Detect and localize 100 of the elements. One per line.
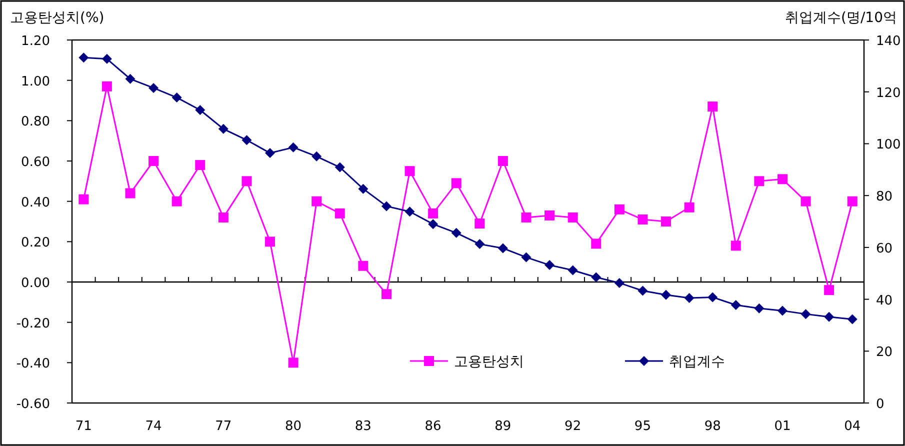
point — [568, 212, 578, 222]
x-tick-label: 89 — [494, 419, 512, 434]
point — [568, 265, 578, 276]
point — [195, 105, 206, 116]
x-tick-label: 95 — [634, 419, 651, 434]
point — [684, 202, 694, 212]
y2-tick-label: 80 — [876, 190, 893, 205]
y-tick-label: -0.40 — [16, 356, 50, 372]
point — [312, 196, 322, 206]
point — [78, 52, 89, 63]
point — [148, 82, 159, 93]
point — [824, 285, 834, 296]
point — [428, 219, 438, 230]
point — [381, 289, 392, 300]
point — [684, 292, 694, 303]
y2-axis-title: 취업계수(명/10억 — [785, 10, 897, 26]
point — [428, 208, 438, 218]
point — [498, 156, 508, 166]
y-tick-label: -0.60 — [16, 397, 50, 412]
y-tick-label: 0.60 — [21, 155, 50, 170]
point — [661, 290, 671, 300]
point — [544, 260, 555, 270]
y-axis-title: 고용탄성치(%) — [10, 10, 104, 26]
point — [474, 218, 485, 229]
point — [708, 102, 718, 112]
point — [777, 306, 788, 316]
point — [218, 212, 228, 222]
x-tick-label: 01 — [774, 419, 791, 434]
y-tick-label: 0.00 — [21, 276, 50, 291]
point — [102, 81, 112, 92]
point — [451, 228, 462, 238]
point — [451, 178, 462, 188]
x-tick-label: 98 — [704, 419, 721, 434]
x-tick-label: 83 — [354, 419, 372, 434]
point — [498, 243, 508, 254]
point — [334, 208, 345, 218]
y2-tick-label: 20 — [876, 345, 893, 360]
point — [638, 214, 648, 224]
point — [777, 174, 788, 184]
point — [521, 212, 532, 222]
x-tick-label: 86 — [424, 419, 442, 434]
point — [614, 204, 624, 214]
y2-tick-label: 40 — [876, 293, 893, 308]
point — [661, 216, 671, 226]
point — [172, 196, 182, 206]
x-tick-label: 71 — [75, 419, 92, 434]
point — [544, 210, 555, 220]
point — [312, 151, 322, 162]
y2-tick-label: 100 — [876, 138, 901, 153]
y2-tick-label: 140 — [876, 34, 901, 49]
point — [125, 74, 136, 84]
point — [800, 196, 811, 206]
point — [288, 142, 298, 152]
y-tick-label: 1.20 — [21, 34, 50, 49]
point — [265, 148, 275, 158]
x-tick-label: 92 — [564, 419, 582, 434]
point — [800, 309, 811, 320]
point — [381, 201, 392, 212]
point — [591, 272, 602, 282]
point — [708, 292, 718, 302]
point — [404, 206, 415, 217]
point — [474, 239, 485, 250]
point — [847, 314, 858, 324]
point — [591, 238, 602, 249]
point — [148, 156, 159, 166]
point — [125, 188, 136, 198]
point — [521, 252, 532, 262]
legend-label: 취업계수 — [669, 354, 725, 370]
point — [242, 176, 252, 186]
point — [102, 54, 112, 64]
point — [195, 160, 206, 170]
point — [754, 303, 764, 314]
point — [404, 166, 415, 176]
y-tick-label: 0.40 — [21, 195, 50, 210]
y-tick-label: 0.20 — [21, 236, 50, 251]
point — [824, 312, 834, 322]
y2-tick-label: 120 — [876, 86, 901, 101]
x-tick-label: 74 — [145, 419, 162, 434]
point — [754, 176, 764, 186]
point — [847, 196, 858, 206]
point — [358, 184, 368, 194]
point — [288, 358, 298, 368]
point — [334, 162, 345, 172]
point — [265, 236, 275, 247]
y-tick-label: 0.80 — [21, 114, 50, 130]
y2-tick-label: 0 — [876, 397, 884, 412]
point — [78, 194, 89, 204]
legend-label: 고용탄성치 — [454, 354, 524, 370]
point — [242, 135, 252, 146]
point — [730, 300, 741, 310]
x-tick-label: 04 — [844, 419, 861, 434]
point — [218, 124, 228, 134]
point — [730, 240, 741, 251]
x-tick-label: 77 — [215, 419, 232, 434]
point — [638, 286, 648, 296]
y-tick-label: 1.00 — [21, 74, 50, 90]
point — [614, 278, 624, 288]
y-tick-label: -0.20 — [16, 316, 50, 332]
point — [358, 260, 368, 271]
y2-tick-label: 60 — [876, 241, 893, 256]
